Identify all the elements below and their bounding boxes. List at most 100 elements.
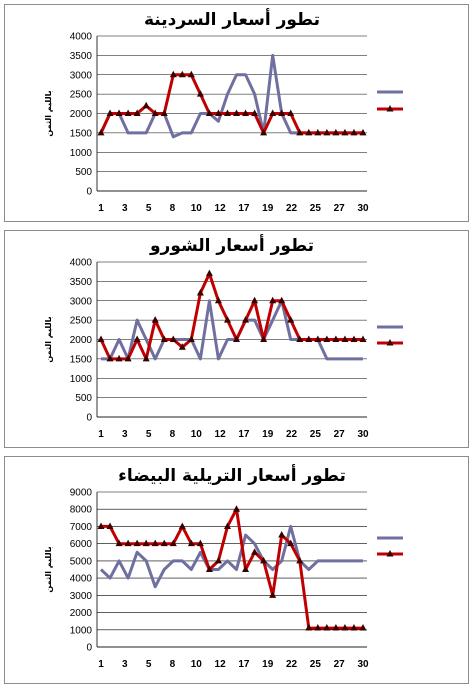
x-tick-label: 27	[334, 659, 346, 670]
data-point-2017	[124, 354, 132, 362]
x-tick-label: 22	[286, 659, 298, 670]
data-point-2017	[296, 335, 304, 342]
y-axis-label: بالليم الثمن	[44, 316, 53, 362]
data-point-2017	[169, 70, 177, 78]
data-point-2017	[97, 522, 105, 529]
x-tick-label: 25	[310, 429, 322, 440]
data-point-2017	[260, 556, 268, 564]
x-tick-label: 19	[262, 203, 274, 214]
data-point-2017	[142, 101, 150, 109]
chart-sardine: تطور أسعار السردينة 0 500 1000 1500 2000 2500 3…	[44, 8, 403, 214]
y-tick-label: 0	[86, 187, 92, 198]
series-line-2017	[99, 272, 363, 361]
data-point-2017	[341, 624, 349, 631]
x-tick-label: 12	[215, 659, 227, 670]
x-tick-label: 19	[262, 429, 274, 440]
y-tick-label: 4000	[70, 32, 93, 43]
y-tick-label: 1500	[70, 354, 93, 365]
data-point-2017	[106, 522, 114, 529]
data-point-2017	[314, 128, 322, 136]
data-point-2017	[269, 109, 277, 116]
data-point-2017	[133, 539, 141, 547]
data-point-2017	[133, 335, 141, 342]
data-point-2017	[205, 109, 213, 116]
data-point-2017	[223, 109, 231, 116]
legend-marker-2017	[386, 339, 394, 346]
x-tick-label: 19	[262, 659, 274, 670]
x-tick-label: 5	[146, 203, 152, 214]
data-point-2017	[160, 109, 168, 116]
data-point-2017	[323, 624, 331, 631]
data-point-2017	[314, 624, 322, 631]
x-tick-label: 3	[122, 429, 128, 440]
y-tick-label: 2000	[70, 109, 93, 120]
data-point-2017	[151, 539, 159, 547]
data-point-2017	[260, 335, 268, 342]
data-point-2017	[332, 128, 340, 136]
data-point-2017	[359, 128, 367, 136]
data-point-2017	[205, 269, 213, 277]
data-point-2017	[196, 539, 204, 547]
data-point-2017	[233, 109, 241, 116]
data-point-2017	[341, 335, 349, 342]
y-tick-label: 500	[75, 167, 92, 178]
y-tick-label: 0	[86, 413, 92, 424]
data-point-2017	[242, 316, 250, 323]
data-point-2017	[133, 109, 141, 116]
data-point-2017	[160, 539, 168, 547]
x-tick-label: 17	[238, 203, 250, 214]
data-point-2017	[251, 109, 259, 116]
x-tick-label: 17	[238, 659, 250, 670]
y-tick-label: 0	[86, 643, 92, 654]
y-axis-label: بالليم الثمن	[44, 90, 53, 136]
data-point-2017	[233, 335, 241, 342]
chart-title: تطور أسعار التريلية البيضاء	[118, 464, 346, 486]
data-point-2017	[187, 70, 195, 78]
x-tick-label: 30	[357, 429, 369, 440]
x-tick-label: 8	[170, 659, 176, 670]
series-line-2017	[101, 507, 363, 630]
x-tick-label: 1	[98, 429, 104, 440]
x-tick-label: 27	[334, 429, 346, 440]
data-point-2017	[278, 109, 286, 116]
data-point-2017	[305, 335, 313, 342]
x-tick-label: 10	[191, 659, 203, 670]
y-tick-label: 3500	[70, 277, 93, 288]
y-tick-label: 7000	[70, 522, 93, 533]
data-point-2017	[314, 335, 322, 342]
x-tick-label: 27	[334, 203, 346, 214]
x-tick-label: 30	[357, 203, 369, 214]
y-tick-label: 8000	[70, 505, 93, 516]
x-tick-label: 22	[286, 429, 298, 440]
y-tick-label: 2500	[70, 316, 93, 327]
data-point-2017	[305, 624, 313, 631]
y-tick-label: 2500	[70, 90, 93, 101]
data-point-2017	[278, 531, 286, 538]
data-point-2017	[287, 539, 295, 547]
data-point-2017	[350, 128, 358, 136]
data-point-2017	[350, 335, 358, 342]
x-tick-label: 3	[122, 203, 128, 214]
data-point-2017	[169, 335, 177, 342]
y-tick-label: 1500	[70, 128, 93, 139]
data-point-2017	[151, 109, 159, 116]
data-point-2017	[296, 128, 304, 136]
data-point-2017	[214, 109, 222, 116]
x-tick-label: 3	[122, 659, 128, 670]
x-tick-label: 22	[286, 203, 298, 214]
data-point-2017	[323, 128, 331, 136]
y-tick-label: 1000	[70, 148, 93, 159]
data-point-2017	[142, 354, 150, 362]
data-point-2017	[124, 539, 132, 547]
data-point-2017	[151, 316, 159, 323]
x-tick-label: 25	[310, 659, 322, 670]
data-point-2017	[187, 335, 195, 342]
y-tick-label: 4000	[70, 258, 93, 269]
y-tick-label: 3000	[70, 296, 93, 307]
x-tick-label: 10	[191, 429, 203, 440]
x-tick-label: 5	[146, 429, 152, 440]
y-tick-label: 3500	[70, 51, 93, 62]
data-point-2017	[115, 109, 123, 116]
data-point-2017	[332, 335, 340, 342]
x-tick-label: 8	[170, 203, 176, 214]
